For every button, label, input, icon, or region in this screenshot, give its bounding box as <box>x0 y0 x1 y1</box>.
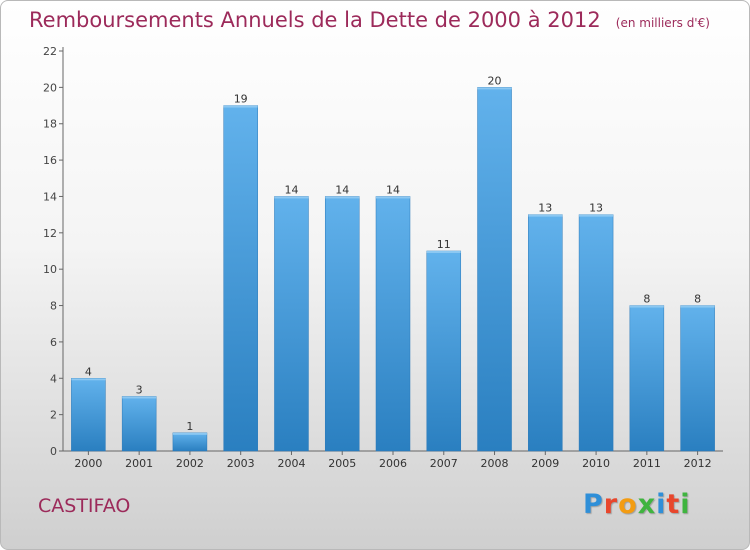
x-tick-label: 2010 <box>582 457 610 470</box>
value-label: 13 <box>538 202 552 215</box>
bars <box>71 87 715 452</box>
x-tick-label: 2005 <box>328 457 356 470</box>
y-tick-label: 2 <box>50 409 57 422</box>
logo-letter: P <box>583 489 604 520</box>
x-tick-label: 2007 <box>430 457 458 470</box>
bar-2008 <box>477 87 512 452</box>
unit-note: (en milliers d'€) <box>615 16 710 30</box>
value-label: 1 <box>186 420 193 433</box>
bar-top-highlight <box>680 305 715 308</box>
bar-top-highlight <box>376 196 410 199</box>
x-tick-label: 2008 <box>481 457 509 470</box>
value-label: 11 <box>437 238 451 251</box>
bar-2004 <box>274 196 309 452</box>
bar-2003 <box>223 105 258 452</box>
x-tick-label: 2000 <box>74 457 102 470</box>
x-tick-label: 2004 <box>277 457 305 470</box>
bar-top-highlight <box>274 196 309 199</box>
bar-2007 <box>426 250 462 452</box>
value-labels: 4 3 1 19 14 14 14 11 20 13 13 8 8 <box>85 74 701 432</box>
value-label: 20 <box>488 74 502 87</box>
bar-2012 <box>680 305 715 452</box>
x-tick-label: 2002 <box>176 457 204 470</box>
proxiti-logo[interactable]: Proxiti <box>583 489 691 520</box>
x-tick-label: 2009 <box>531 457 559 470</box>
logo-letter: r <box>603 489 619 520</box>
bar-2006 <box>375 196 411 452</box>
y-tick-label: 20 <box>43 81 57 94</box>
bar-2011 <box>629 305 665 452</box>
y-tick-label: 6 <box>50 336 57 349</box>
y-tick-label: 0 <box>50 445 57 458</box>
logo-letter: i <box>680 489 691 520</box>
x-tick-label: 2012 <box>684 457 712 470</box>
y-tick-label: 16 <box>43 154 57 167</box>
bar-2005 <box>324 196 360 452</box>
x-tick-label: 2001 <box>125 457 153 470</box>
chart-title: Remboursements Annuels de la Dette de 20… <box>29 8 601 32</box>
bar-top-highlight <box>71 378 106 381</box>
value-label: 4 <box>85 365 92 378</box>
y-tick-label: 12 <box>43 227 57 240</box>
x-tick-label: 2011 <box>633 457 661 470</box>
bar-top-highlight <box>579 214 614 217</box>
bar-2009 <box>528 214 563 452</box>
logo-letter: x <box>637 489 657 520</box>
y-tick-label: 10 <box>43 263 57 276</box>
value-label: 8 <box>694 293 701 306</box>
value-label: 14 <box>386 183 400 196</box>
bar-top-highlight <box>528 214 563 217</box>
logo-letter: o <box>618 489 638 520</box>
y-tick-label: 18 <box>43 118 57 131</box>
value-label: 8 <box>643 293 650 306</box>
bar-top-highlight <box>122 396 157 399</box>
y-tick-label: 22 <box>43 45 57 58</box>
bar-2001 <box>121 396 157 452</box>
title-block: Remboursements Annuels de la Dette de 20… <box>29 8 710 32</box>
logo-letter: t <box>666 489 681 520</box>
value-label: 14 <box>284 183 298 196</box>
bar-top-highlight <box>172 432 207 435</box>
bar-top-highlight <box>426 251 461 253</box>
value-label: 13 <box>589 202 603 215</box>
y-tick-label: 4 <box>50 372 57 385</box>
value-label: 19 <box>234 93 248 106</box>
commune-name: CASTIFAO <box>38 495 131 517</box>
bar-2010 <box>578 214 614 452</box>
value-label: 14 <box>335 183 349 196</box>
y-tick-label: 8 <box>50 300 57 313</box>
value-label: 3 <box>136 383 143 396</box>
x-tick-label: 2003 <box>227 457 255 470</box>
bar-top-highlight <box>223 105 258 108</box>
y-tick-label: 14 <box>43 190 57 203</box>
bar-top-highlight <box>629 305 664 308</box>
bar-top-highlight <box>325 196 360 199</box>
bar-top-highlight <box>477 87 512 90</box>
x-tick-label: 2006 <box>379 457 407 470</box>
logo-letter: i <box>656 489 667 520</box>
bar-2002 <box>172 432 208 452</box>
bar-2000 <box>71 378 106 452</box>
